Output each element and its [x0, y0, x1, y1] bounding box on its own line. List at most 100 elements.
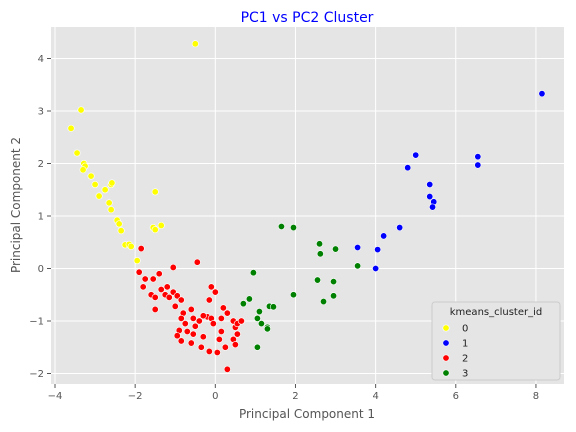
data-point-cluster-3 [316, 250, 324, 258]
axis-ticks: −4 −2 0 2 4 6 8 −2 −1 0 1 2 3 4 [29, 54, 539, 402]
data-point-cluster-2 [141, 275, 149, 283]
data-point-cluster-0 [117, 227, 125, 235]
y-tick-label: 1 [38, 212, 44, 223]
data-point-cluster-2 [193, 258, 201, 266]
x-tick-label: 2 [292, 391, 298, 402]
data-point-cluster-2 [231, 341, 239, 349]
x-tick-label: −2 [128, 391, 143, 402]
y-tick-label: 4 [38, 54, 44, 65]
data-point-cluster-2 [191, 322, 199, 330]
data-point-cluster-3 [269, 303, 277, 311]
data-point-cluster-3 [320, 298, 328, 306]
x-tick-label: 8 [533, 391, 539, 402]
data-point-cluster-2 [215, 335, 223, 343]
data-point-cluster-0 [151, 226, 159, 234]
data-point-cluster-2 [233, 330, 241, 338]
y-tick-label: −2 [29, 369, 44, 380]
data-point-cluster-3 [289, 291, 297, 299]
data-point-cluster-0 [105, 199, 113, 207]
legend-label-2: 2 [462, 354, 468, 365]
legend-label-3: 3 [462, 369, 468, 380]
data-point-cluster-3 [257, 320, 265, 328]
data-point-cluster-2 [177, 314, 185, 322]
data-point-cluster-2 [151, 293, 159, 301]
data-point-cluster-2 [177, 296, 185, 304]
legend: kmeans_cluster_id 0 1 2 3 [431, 301, 561, 381]
data-point-cluster-2 [221, 343, 229, 351]
data-point-cluster-3 [255, 308, 263, 316]
y-axis-label: Principal Component 2 [9, 137, 23, 273]
data-point-cluster-1 [374, 246, 382, 254]
data-point-cluster-2 [165, 293, 173, 301]
data-point-cluster-2 [223, 309, 231, 317]
data-point-cluster-3 [330, 292, 338, 300]
data-point-cluster-2 [219, 304, 227, 312]
data-point-cluster-2 [197, 343, 205, 351]
data-point-cluster-1 [474, 153, 482, 161]
data-point-cluster-3 [253, 343, 261, 351]
y-tick-label: 2 [38, 159, 44, 170]
data-point-cluster-1 [538, 90, 546, 98]
data-point-cluster-0 [73, 149, 81, 157]
data-point-cluster-2 [199, 312, 207, 320]
legend-box [431, 301, 561, 381]
data-point-cluster-0 [127, 242, 135, 250]
data-point-cluster-3 [354, 262, 362, 270]
data-point-cluster-1 [412, 151, 420, 159]
y-tick-label: −1 [29, 317, 44, 328]
data-point-cluster-2 [189, 330, 197, 338]
data-point-cluster-1 [429, 203, 437, 211]
data-point-cluster-2 [195, 317, 203, 325]
data-point-cluster-2 [223, 365, 231, 373]
y-tick-label: 0 [38, 264, 44, 275]
data-point-cluster-0 [151, 188, 159, 196]
legend-marker-0 [442, 324, 450, 332]
data-point-cluster-2 [151, 305, 159, 313]
data-point-cluster-0 [108, 179, 116, 187]
data-point-cluster-2 [149, 275, 157, 283]
data-point-cluster-0 [101, 186, 109, 194]
data-point-cluster-2 [217, 314, 225, 322]
data-point-cluster-3 [332, 245, 340, 253]
data-point-cluster-3 [249, 269, 257, 277]
data-point-cluster-3 [253, 314, 261, 322]
data-point-cluster-2 [213, 348, 221, 356]
data-point-cluster-2 [189, 314, 197, 322]
data-point-cluster-3 [330, 278, 338, 286]
data-point-cluster-0 [95, 192, 103, 200]
grid-lines [51, 27, 564, 384]
data-point-cluster-0 [107, 206, 115, 214]
data-point-cluster-3 [289, 224, 297, 232]
x-axis-label: Principal Component 1 [239, 407, 375, 421]
x-tick-label: −4 [48, 391, 63, 402]
data-point-cluster-2 [209, 320, 217, 328]
data-point-cluster-3 [239, 300, 247, 308]
data-point-cluster-2 [187, 305, 195, 313]
data-point-cluster-0 [79, 166, 87, 174]
data-point-cluster-2 [135, 268, 143, 276]
data-point-cluster-0 [87, 172, 95, 180]
legend-marker-3 [442, 369, 450, 377]
x-tick-label: 4 [372, 391, 378, 402]
legend-label-1: 1 [462, 339, 468, 350]
x-tick-label: 6 [453, 391, 459, 402]
data-point-cluster-2 [183, 327, 191, 335]
data-point-cluster-2 [199, 333, 207, 341]
data-point-cluster-3 [263, 325, 271, 333]
data-point-cluster-2 [173, 332, 181, 340]
data-point-cluster-3 [314, 276, 322, 284]
data-point-cluster-1 [404, 164, 412, 172]
data-point-cluster-0 [77, 106, 85, 114]
data-point-cluster-2 [157, 285, 165, 293]
data-point-cluster-2 [169, 263, 177, 271]
data-point-cluster-2 [211, 288, 219, 296]
chart-title: PC1 vs PC2 Cluster [241, 10, 374, 26]
data-point-cluster-0 [67, 124, 75, 132]
data-point-cluster-0 [191, 40, 199, 48]
data-point-cluster-0 [133, 257, 141, 265]
data-point-cluster-2 [207, 283, 215, 291]
data-point-cluster-2 [177, 337, 185, 345]
x-tick-label: 0 [212, 391, 218, 402]
data-point-cluster-2 [237, 317, 245, 325]
